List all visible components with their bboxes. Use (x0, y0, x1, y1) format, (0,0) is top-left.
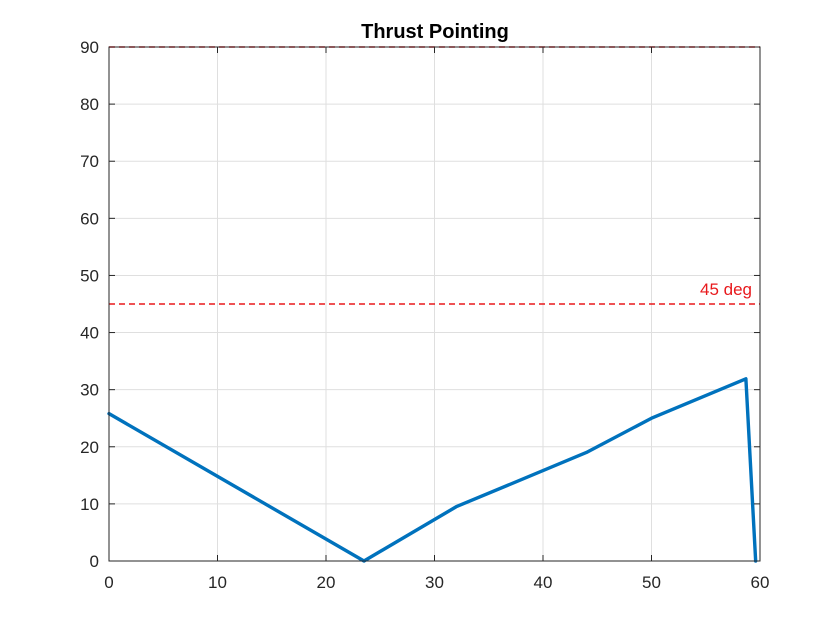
y-tick-label: 70 (80, 152, 99, 171)
x-tick-label: 0 (104, 573, 113, 592)
x-tick-label: 40 (534, 573, 553, 592)
y-tick-label: 30 (80, 381, 99, 400)
y-tick-label: 40 (80, 324, 99, 343)
y-tick-label: 80 (80, 95, 99, 114)
x-tick-label: 30 (425, 573, 444, 592)
x-tick-label: 10 (208, 573, 227, 592)
x-tick-label: 20 (317, 573, 336, 592)
tick-layer: 0 10 20 30 40 50 60 0 10 20 30 40 50 60 70 80 90 (80, 38, 769, 592)
chart-title: Thrust Pointing (361, 21, 509, 43)
y-tick-label: 0 (90, 552, 99, 571)
y-tick-label: 20 (80, 438, 99, 457)
y-tick-label: 60 (80, 209, 99, 228)
x-tick-label: 60 (751, 573, 770, 592)
y-tick-label: 50 (80, 266, 99, 285)
x-tick-label: 50 (642, 573, 661, 592)
y-tick-label: 90 (80, 38, 99, 57)
reference-line-label: 45 deg (700, 280, 752, 299)
y-tick-label: 10 (80, 495, 99, 514)
series-layer (107, 377, 758, 563)
series-line (107, 377, 758, 563)
